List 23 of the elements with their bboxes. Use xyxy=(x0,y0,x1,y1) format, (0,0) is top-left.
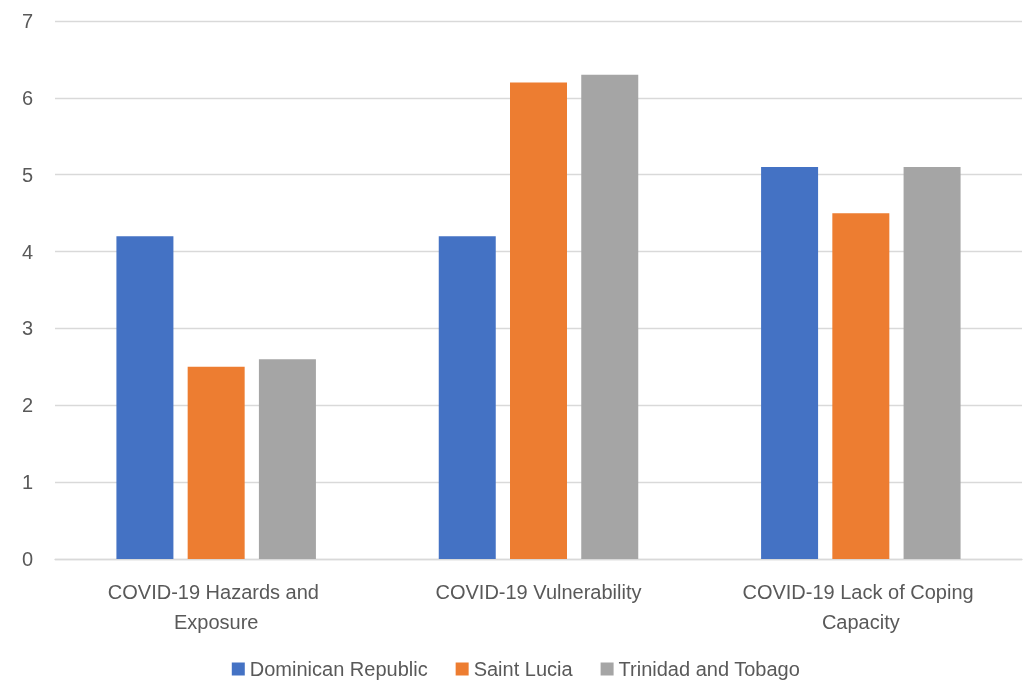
x-tick-label: COVID-19 Vulnerability xyxy=(435,581,642,603)
y-tick-label: 7 xyxy=(21,10,33,32)
y-tick-label: 5 xyxy=(21,163,33,186)
y-tick-label: 2 xyxy=(21,394,33,417)
bar xyxy=(903,167,961,559)
y-tick-label: 6 xyxy=(21,86,33,109)
legend-label: Dominican Republic xyxy=(249,658,428,680)
bar xyxy=(581,74,639,559)
bar xyxy=(832,213,890,559)
legend-label: Saint Lucia xyxy=(473,658,574,680)
y-tick-label: 3 xyxy=(21,317,33,340)
y-tick-label: 1 xyxy=(21,471,33,494)
bar xyxy=(510,82,567,559)
bar xyxy=(438,236,496,559)
bar xyxy=(116,236,174,559)
y-tick-label: 0 xyxy=(21,548,33,570)
legend-label: Trinidad and Tobago xyxy=(618,658,800,680)
x-tick-label: COVID-19 Hazards and Exposure xyxy=(107,581,325,633)
y-tick-label: 4 xyxy=(21,240,33,263)
bar xyxy=(258,359,316,559)
x-tick-label: COVID-19 Lack of Coping Capacity xyxy=(742,581,980,633)
bar xyxy=(761,167,819,559)
bar xyxy=(187,366,245,559)
